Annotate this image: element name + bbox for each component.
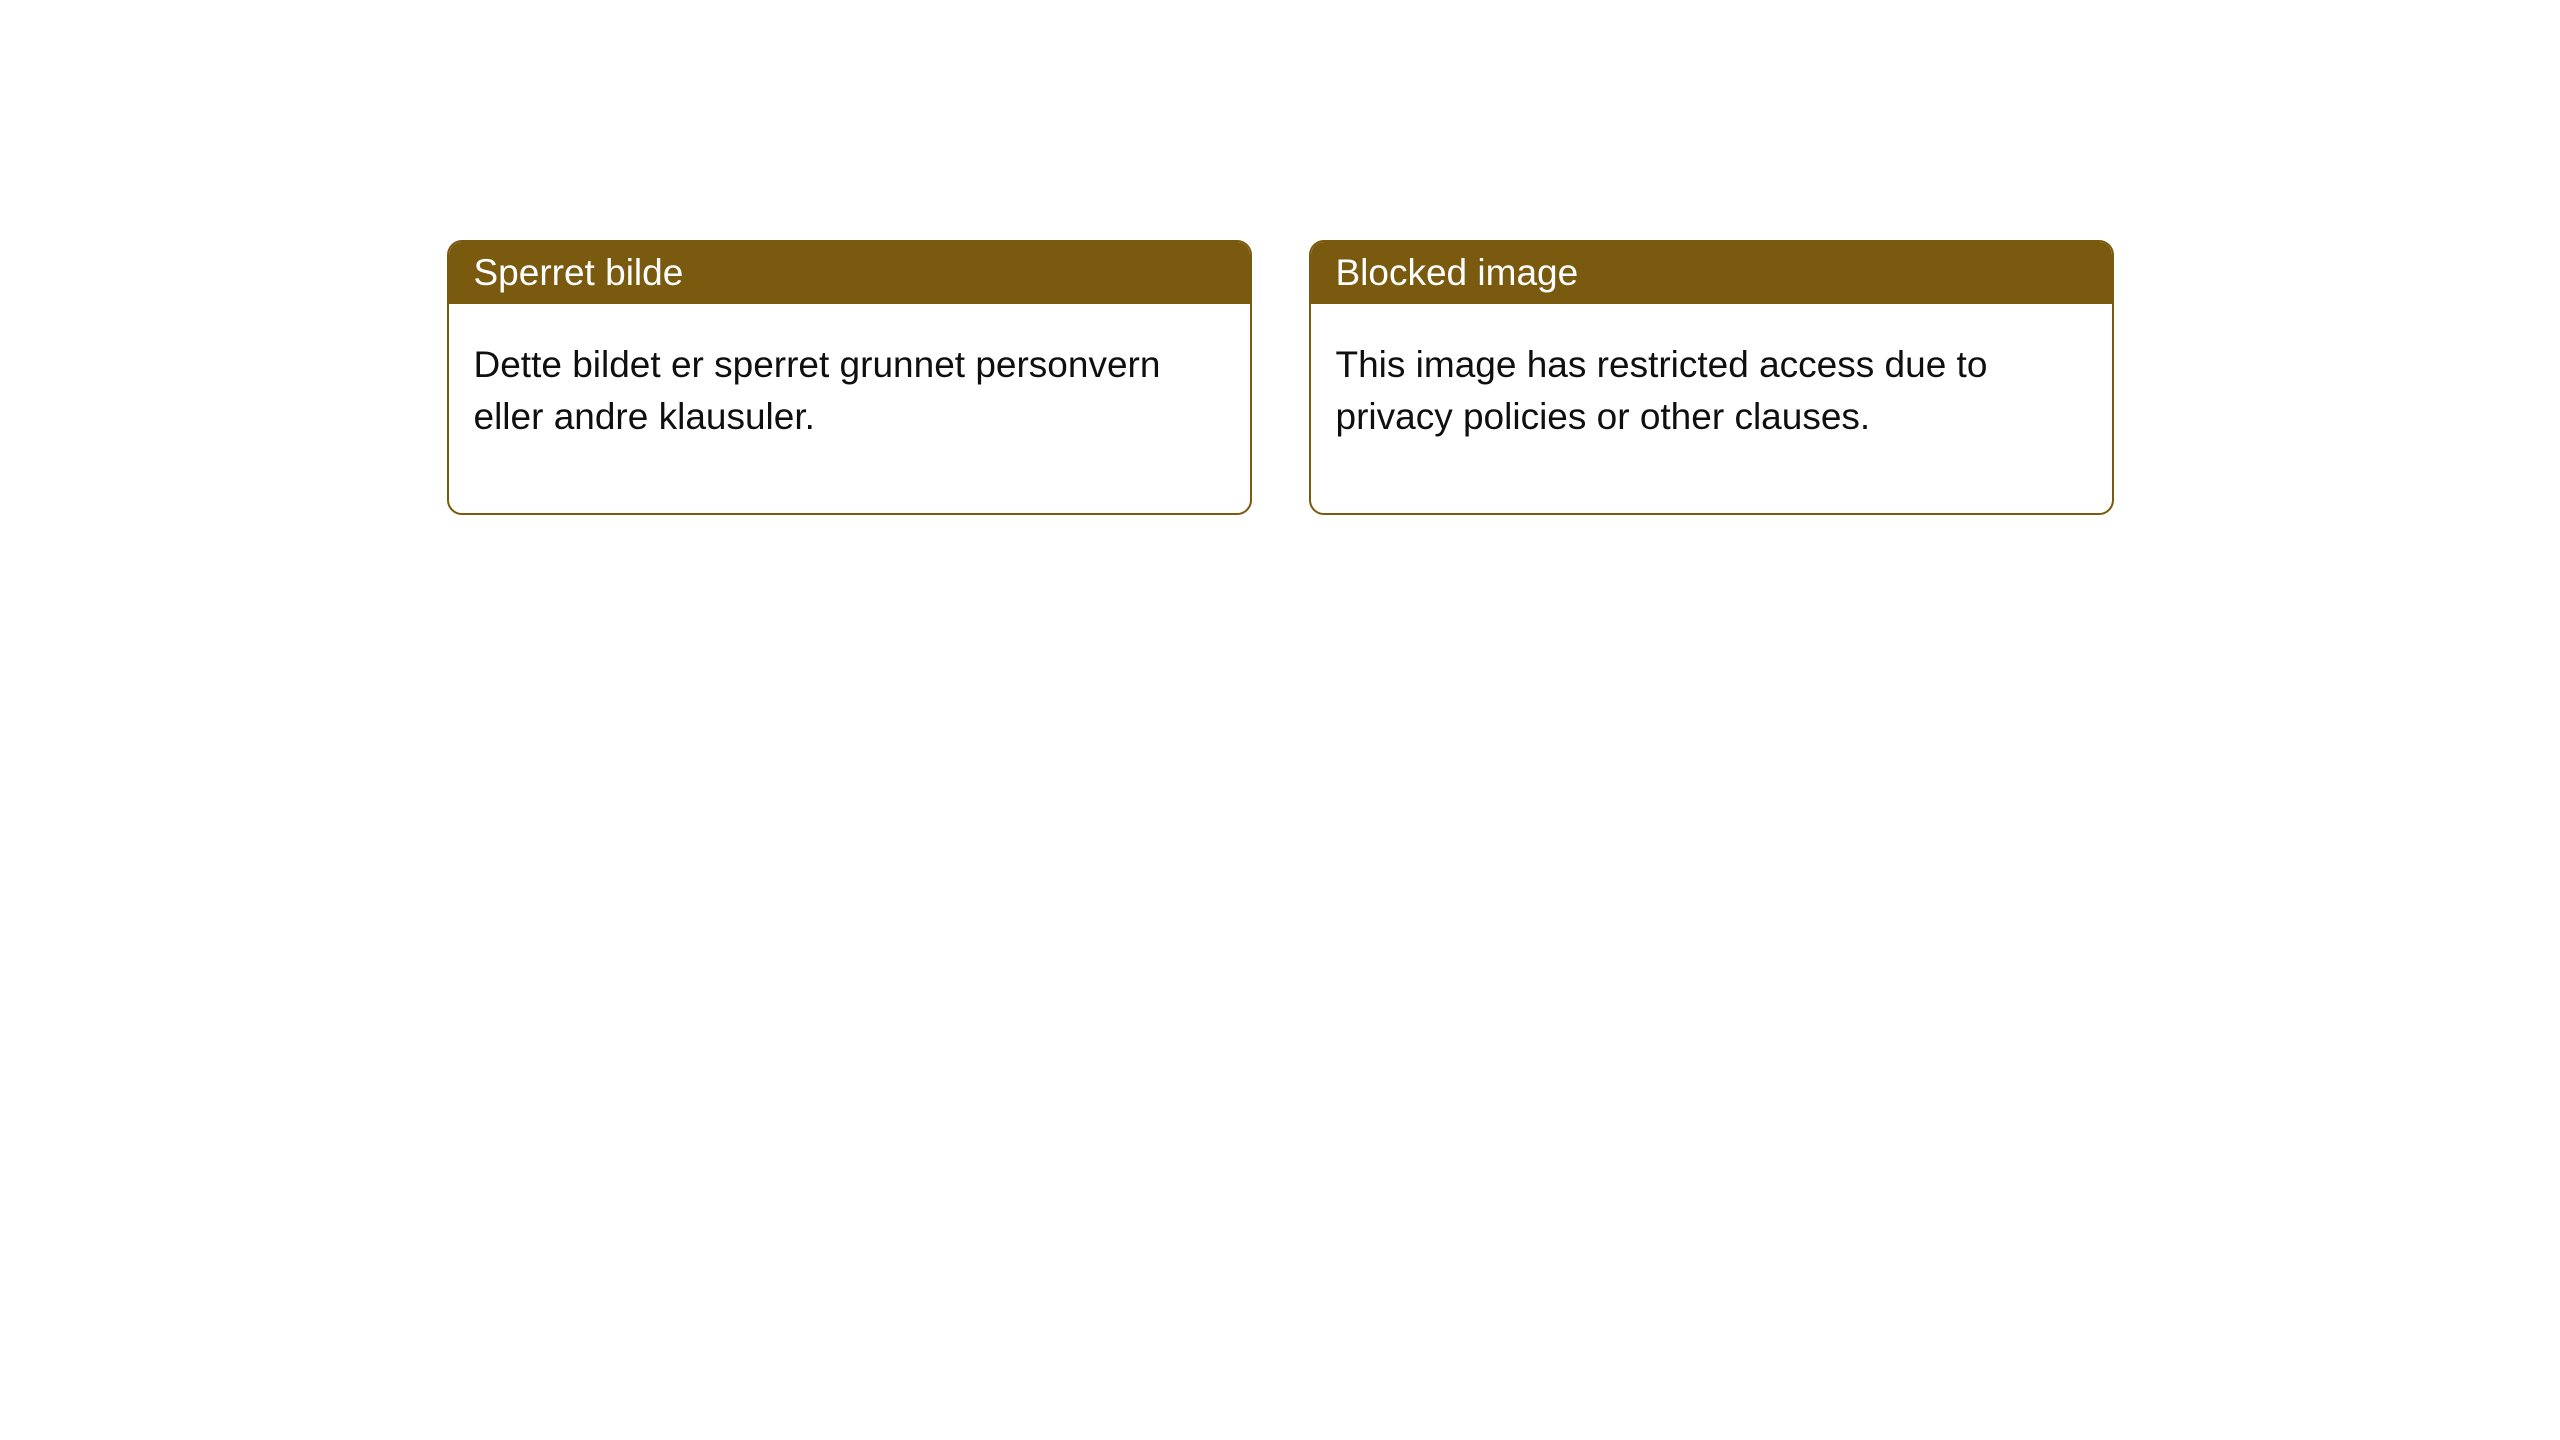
notice-header-english: Blocked image xyxy=(1311,242,2112,304)
notice-card-norwegian: Sperret bilde Dette bildet er sperret gr… xyxy=(447,240,1252,515)
notice-header-norwegian: Sperret bilde xyxy=(449,242,1250,304)
notice-card-english: Blocked image This image has restricted … xyxy=(1309,240,2114,515)
notice-body-norwegian: Dette bildet er sperret grunnet personve… xyxy=(449,304,1250,513)
notice-body-english: This image has restricted access due to … xyxy=(1311,304,2112,513)
notice-container: Sperret bilde Dette bildet er sperret gr… xyxy=(0,240,2560,515)
